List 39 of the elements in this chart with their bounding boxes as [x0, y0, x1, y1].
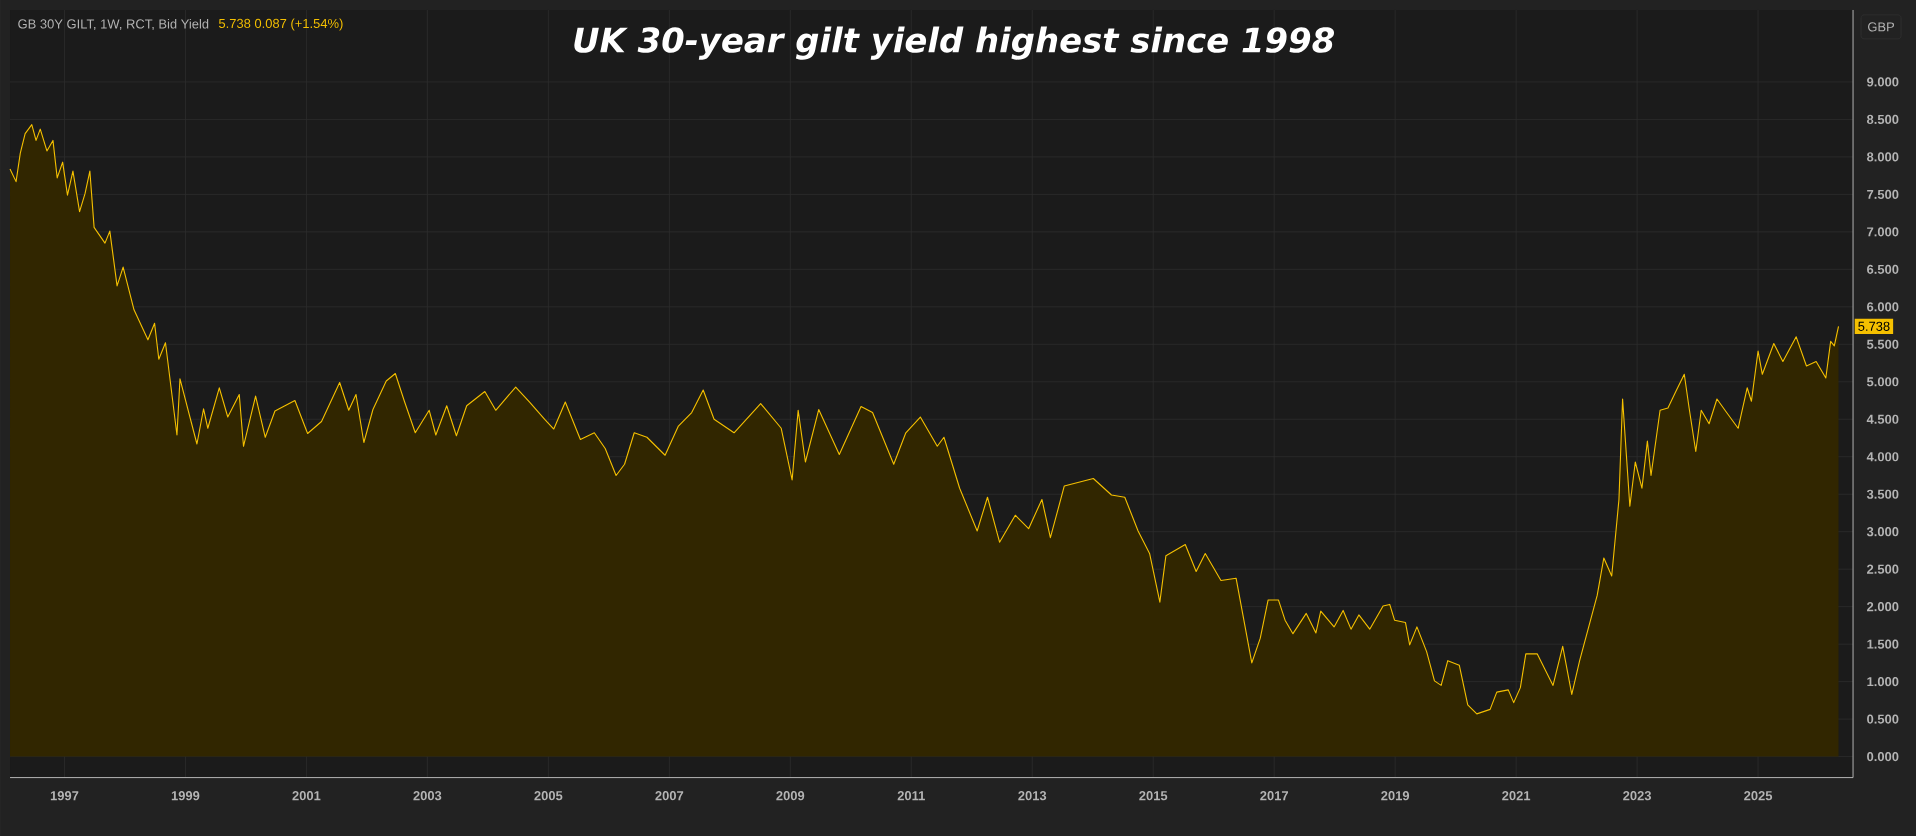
y-tick-label: 8.500 [1866, 114, 1899, 124]
y-tick-label: 9.000 [1867, 77, 1899, 87]
x-tick-label: 1997 [50, 791, 79, 801]
y-tick-label: 4.000 [1866, 452, 1899, 462]
text: GBP [1868, 22, 1895, 32]
x-tick-label: 2003 [413, 791, 442, 801]
y-tick-label: 1.000 [1867, 677, 1899, 687]
x-tick-label: 2025 [1744, 791, 1773, 801]
x-tick-label: 2023 [1623, 791, 1652, 801]
x-tick-label: 2007 [655, 791, 684, 801]
y-tick-label: 3.500 [1866, 489, 1899, 499]
y-tick-label: 6.500 [1867, 264, 1899, 274]
x-tick-label: 2001 [292, 791, 321, 801]
y-tick-label: 5.000 [1866, 377, 1899, 387]
x-tick-label: 2009 [776, 791, 805, 801]
x-tick-label: 2021 [1502, 791, 1531, 801]
x-tick-label: 2015 [1139, 791, 1168, 801]
annotation: 5.738 [1858, 321, 1890, 331]
x-tick-label: 2019 [1381, 791, 1410, 801]
chart-title: UK 30-year gilt yield highest since 1998 [574, 26, 1334, 60]
annotation: 5.738 0.087 (+1.54%) [218, 18, 343, 31]
y-tick-label: 7.000 [1867, 227, 1899, 237]
x-tick-label: 2005 [534, 791, 563, 801]
x-tick-label: 2013 [1018, 791, 1047, 801]
y-tick-label: 5.500 [1866, 339, 1899, 349]
y-tick-label: 2.500 [1867, 564, 1899, 574]
y-tick-label: 7.500 [1867, 189, 1899, 199]
y-tick-label: 0.500 [1867, 714, 1899, 724]
y-tick-label: 3.000 [1866, 527, 1899, 537]
y-tick-label: 6.000 [1867, 302, 1899, 312]
annotation: GB 30Y GILT, 1W, RCT, Bid Yield [18, 19, 209, 31]
y-tick-label: 1.500 [1867, 639, 1899, 649]
x-tick-label: 2017 [1260, 791, 1289, 801]
x-tick-label: 1999 [171, 791, 200, 801]
x-tick-label: 2011 [897, 791, 925, 801]
y-tick-label: 4.500 [1866, 414, 1899, 424]
y-tick-label: 0.000 [1867, 752, 1899, 762]
y-tick-label: 8.000 [1866, 152, 1899, 162]
y-tick-label: 2.000 [1867, 602, 1899, 612]
